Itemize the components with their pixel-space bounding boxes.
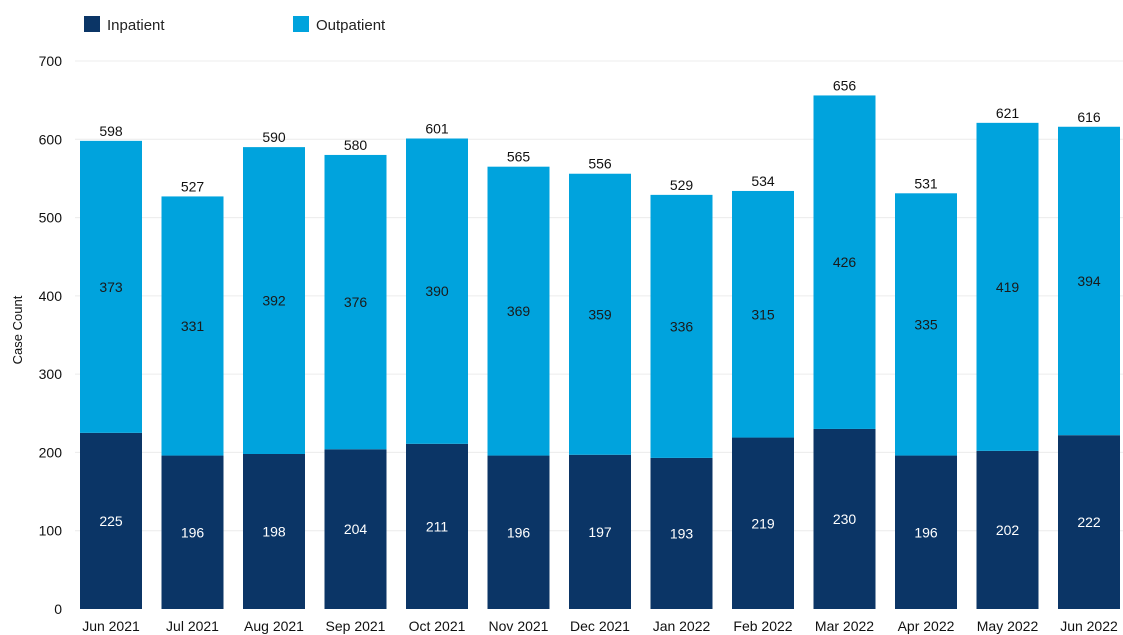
data-label-inpatient: 204 [344, 521, 368, 537]
legend-swatch-inpatient [84, 16, 100, 32]
x-tick-label: Aug 2021 [244, 618, 304, 634]
data-label-total: 531 [914, 175, 938, 191]
bars: 225 373 598 196 331 527 198 392 590 204 376 580 211 3… [80, 77, 1120, 609]
data-label-total: 534 [751, 173, 775, 189]
data-label-total: 621 [996, 105, 1020, 121]
y-axis-ticks: 0 100 200 300 400 500 600 700 [39, 53, 63, 617]
data-label-total: 590 [262, 129, 286, 145]
bar-inpatient [487, 455, 550, 609]
x-tick-label: Jul 2021 [166, 618, 219, 634]
bar-inpatient [1058, 435, 1120, 609]
data-label-inpatient: 198 [262, 523, 286, 539]
data-label-total: 565 [507, 149, 531, 165]
data-label-inpatient: 211 [426, 518, 449, 534]
bar-outpatient [1058, 126, 1120, 436]
data-label-inpatient: 196 [914, 524, 938, 540]
x-tick-label: Mar 2022 [815, 618, 874, 634]
data-label-outpatient: 392 [262, 293, 286, 309]
x-tick-label: Oct 2021 [409, 618, 466, 634]
data-label-total: 556 [588, 156, 612, 172]
bar-outpatient [80, 140, 142, 433]
bar-outpatient [732, 190, 794, 438]
data-label-inpatient: 197 [588, 524, 612, 540]
y-tick-label: 300 [39, 366, 63, 382]
data-label-inpatient: 219 [751, 515, 775, 531]
data-label-inpatient: 222 [1077, 514, 1101, 530]
bar-outpatient [650, 194, 713, 458]
data-label-total: 527 [181, 178, 205, 194]
data-label-inpatient: 196 [181, 524, 205, 540]
data-label-total: 598 [99, 123, 123, 139]
x-tick-label: Nov 2021 [489, 618, 549, 634]
y-tick-label: 500 [39, 210, 63, 226]
data-label-total: 616 [1077, 109, 1101, 125]
data-label-outpatient: 394 [1077, 273, 1101, 289]
x-tick-label: Sep 2021 [326, 618, 386, 634]
data-label-outpatient: 390 [425, 283, 449, 299]
x-tick-label: Feb 2022 [733, 618, 792, 634]
y-tick-label: 200 [39, 444, 63, 460]
y-tick-label: 0 [54, 601, 62, 617]
data-label-outpatient: 376 [344, 294, 368, 310]
data-label-outpatient: 419 [996, 279, 1020, 295]
data-label-total: 601 [425, 121, 449, 137]
y-tick-label: 700 [39, 53, 63, 69]
bar-inpatient [976, 450, 1039, 609]
bar-inpatient [243, 453, 305, 609]
bar-inpatient [569, 454, 631, 609]
y-tick-label: 100 [39, 523, 63, 539]
bar-inpatient [650, 457, 713, 609]
bar-outpatient [569, 173, 631, 455]
bar-inpatient [161, 455, 224, 609]
bar-inpatient [732, 437, 794, 609]
bar-inpatient [406, 443, 468, 609]
data-label-total: 529 [670, 177, 694, 193]
data-label-total: 580 [344, 137, 368, 153]
data-label-outpatient: 369 [507, 303, 531, 319]
bar-outpatient [487, 166, 550, 456]
bar-inpatient [813, 428, 876, 609]
y-tick-label: 400 [39, 288, 63, 304]
bar-outpatient [813, 95, 876, 429]
data-label-outpatient: 373 [99, 279, 123, 295]
x-tick-label: May 2022 [977, 618, 1039, 634]
y-axis-title: Case Count [10, 295, 25, 364]
legend: Inpatient Outpatient [84, 16, 386, 34]
data-label-inpatient: 202 [996, 522, 1020, 538]
bar-inpatient [324, 449, 387, 609]
x-tick-label: Apr 2022 [898, 618, 955, 634]
legend-label-inpatient: Inpatient [107, 17, 165, 34]
data-label-inpatient: 230 [833, 511, 857, 527]
data-label-outpatient: 331 [181, 318, 205, 334]
data-label-inpatient: 225 [99, 513, 123, 529]
legend-swatch-outpatient [293, 16, 309, 32]
data-label-outpatient: 335 [914, 316, 938, 332]
x-axis-ticks: Jun 2021 Jul 2021 Aug 2021 Sep 2021 Oct 2021… [82, 618, 1118, 634]
legend-label-outpatient: Outpatient [316, 17, 386, 34]
x-tick-label: Jun 2021 [82, 618, 140, 634]
bar-outpatient [406, 138, 468, 444]
data-label-inpatient: 193 [670, 525, 694, 541]
bar-inpatient [895, 455, 957, 609]
data-label-total: 656 [833, 77, 857, 93]
bar-outpatient [243, 147, 305, 454]
bar-outpatient [895, 193, 957, 456]
x-tick-label: Dec 2021 [570, 618, 630, 634]
y-tick-label: 600 [39, 131, 63, 147]
data-label-inpatient: 196 [507, 524, 531, 540]
bar-outpatient [976, 122, 1039, 451]
data-label-outpatient: 426 [833, 254, 857, 270]
x-tick-label: Jun 2022 [1060, 618, 1118, 634]
bar-outpatient [161, 196, 224, 456]
x-tick-label: Jan 2022 [653, 618, 711, 634]
data-label-outpatient: 336 [670, 318, 694, 334]
data-label-outpatient: 315 [751, 306, 775, 322]
bar-inpatient [80, 432, 142, 609]
bar-outpatient [324, 154, 387, 450]
data-label-outpatient: 359 [588, 306, 612, 322]
